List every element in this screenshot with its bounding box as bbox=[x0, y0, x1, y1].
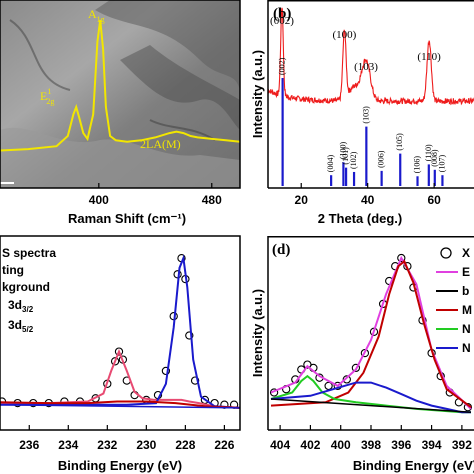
xps-data-point bbox=[114, 347, 124, 356]
xps-data-point bbox=[269, 388, 279, 397]
panel-a-x-axis-title: Raman Shift (cm⁻¹) bbox=[68, 211, 186, 226]
reference-hkl-label: (110) bbox=[424, 144, 433, 161]
reference-hkl-label: (004) bbox=[326, 155, 335, 173]
fit-component-line bbox=[0, 348, 240, 409]
legend-entry: X bbox=[462, 246, 470, 260]
fit-component-line bbox=[270, 381, 471, 414]
x-tick-label: 400 bbox=[331, 438, 351, 452]
legend-entry-background: kground bbox=[2, 280, 50, 294]
xrd-peak-hkl-label: (100) bbox=[333, 29, 357, 41]
x-tick-label: 60 bbox=[427, 193, 441, 207]
panel-d-letter: (d) bbox=[272, 242, 290, 258]
xps-data-point bbox=[161, 366, 171, 376]
x-tick-label: 236 bbox=[19, 438, 39, 452]
reference-hkl-label: (008) bbox=[430, 149, 439, 167]
xps-data-point bbox=[360, 348, 370, 358]
panel-c-x-axis-title: Binding Energy (eV) bbox=[58, 458, 182, 473]
xps-data-point bbox=[185, 331, 194, 340]
xrd-peak-hkl-label: (103) bbox=[354, 61, 378, 73]
x-tick-label: 230 bbox=[136, 438, 156, 452]
panel-b-xrd: (b) Intensity (a.u.) 20 40 60 (002)(004)(1… bbox=[250, 0, 474, 226]
x-tick-label: 228 bbox=[175, 438, 195, 452]
x-tick-label: 480 bbox=[202, 193, 222, 207]
x-tick-label: 396 bbox=[391, 438, 411, 452]
reference-hkl-label: (103) bbox=[361, 106, 370, 124]
reference-hkl-label: (106) bbox=[413, 156, 422, 174]
panel-c-plot-area bbox=[0, 236, 240, 430]
legend-entry-fitting: ting bbox=[2, 263, 24, 277]
scale-bar bbox=[0, 182, 14, 184]
legend-entry: M bbox=[462, 303, 472, 317]
legend-entry-3d32: 3d3/2 bbox=[8, 298, 34, 314]
panel-b-plot-area bbox=[268, 0, 474, 188]
fit-component-line bbox=[270, 259, 472, 409]
legend-entry: b bbox=[462, 284, 469, 298]
fit-component-line bbox=[0, 254, 240, 409]
panel-a-frame bbox=[0, 0, 241, 189]
background-line bbox=[270, 398, 472, 413]
reference-hkl-label: (101) bbox=[341, 147, 350, 165]
background-line bbox=[0, 403, 240, 409]
fit-component-line bbox=[0, 400, 240, 409]
legend-entry-spectra: S spectra bbox=[2, 246, 56, 260]
legend-marker bbox=[440, 247, 452, 259]
tem-dark-flake bbox=[95, 0, 240, 90]
peak-label-2la: 2LA(M) bbox=[140, 137, 181, 151]
xrd-pattern-line bbox=[268, 7, 474, 106]
tem-dark-flake bbox=[120, 45, 240, 130]
reference-hkl-label: (105) bbox=[395, 133, 404, 151]
x-tick-label: 20 bbox=[295, 193, 309, 207]
x-tick-label: 402 bbox=[300, 438, 320, 452]
panel-c-frame bbox=[0, 235, 241, 431]
xps-data-point bbox=[351, 363, 361, 373]
x-tick-label: 392 bbox=[452, 438, 472, 452]
tem-edge bbox=[149, 119, 216, 141]
x-tick-label: 234 bbox=[58, 438, 78, 452]
tem-edge bbox=[9, 19, 71, 91]
x-tick-label: 398 bbox=[361, 438, 381, 452]
xps-data-point bbox=[463, 403, 473, 412]
xps-data-point bbox=[110, 357, 120, 366]
xps-data-point bbox=[397, 253, 406, 263]
panel-d-x-axis-title: Binding Energy (eV) bbox=[353, 458, 474, 473]
reference-hkl-label: (100) bbox=[338, 142, 347, 160]
panel-d-y-axis-title: Intensity (a.u.) bbox=[250, 289, 265, 377]
x-tick-label: 226 bbox=[214, 438, 234, 452]
legend-entry: N bbox=[462, 322, 471, 336]
xrd-peak-hkl-label: (110) bbox=[417, 51, 441, 63]
xrd-peak-hkl-label: (002) bbox=[270, 15, 294, 27]
peak-label-e2g: E1 2g bbox=[40, 87, 54, 106]
legend-entry: N bbox=[462, 341, 471, 355]
reference-hkl-label: (102) bbox=[349, 151, 358, 169]
panel-c-legend: S spectra ting kground 3d3/2 3d5/2 bbox=[2, 246, 56, 334]
x-tick-label: 394 bbox=[422, 438, 442, 452]
panel-b-y-axis-title: Intensity (a.u.) bbox=[250, 50, 265, 138]
panel-b-letter: (b) bbox=[273, 6, 291, 22]
reference-hkl-label: (002) bbox=[278, 57, 287, 75]
x-tick-label: 232 bbox=[97, 438, 117, 452]
panel-c-s2p-xps: S spectra ting kground 3d3/2 3d5/2 236 23… bbox=[0, 235, 241, 473]
x-tick-label: 404 bbox=[270, 438, 290, 452]
panel-a-raman: A1g E1 2g 2LA(M) 400 480 Raman Shift (cm⁻¹… bbox=[0, 0, 241, 226]
legend-entry-3d52: 3d5/2 bbox=[8, 318, 34, 334]
peak-label-a1g: A1g bbox=[88, 7, 105, 24]
x-tick-label: 400 bbox=[89, 193, 109, 207]
x-tick-label: 40 bbox=[361, 193, 375, 207]
xps-data-point bbox=[190, 376, 200, 385]
raman-spectrum-line bbox=[0, 19, 240, 152]
reference-hkl-label: (006) bbox=[377, 150, 386, 168]
reference-hkl-label: (107) bbox=[437, 155, 446, 173]
xps-data-point bbox=[342, 375, 351, 384]
panel-b-x-axis-title: 2 Theta (deg.) bbox=[318, 211, 403, 226]
legend-entry: E bbox=[462, 265, 470, 279]
